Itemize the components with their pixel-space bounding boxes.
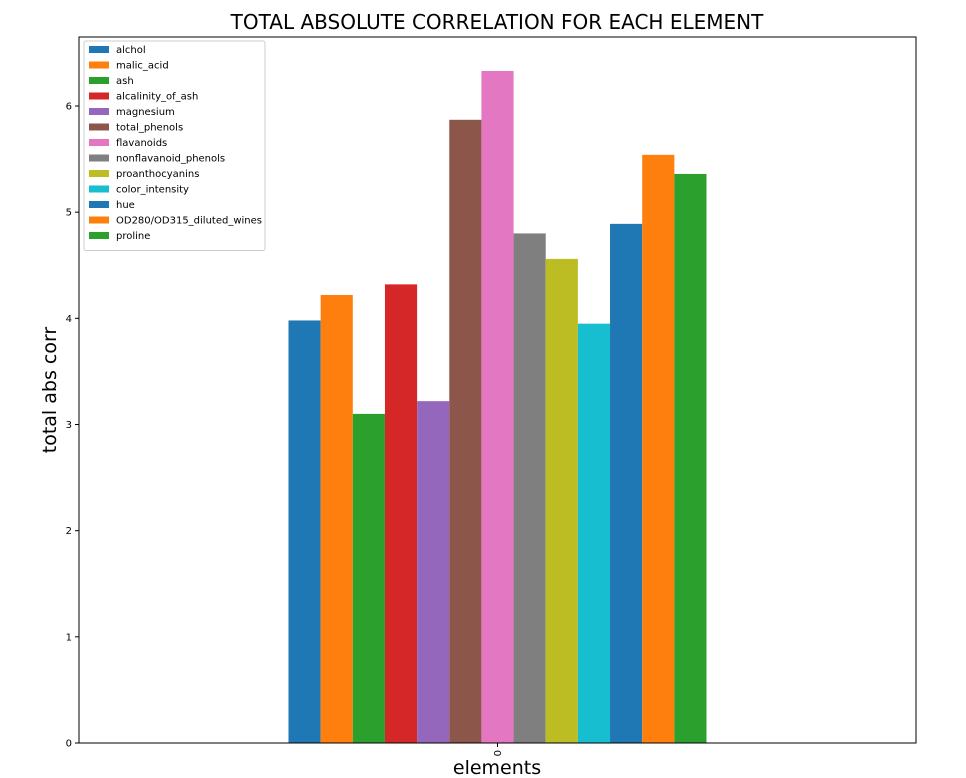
bar-malic-acid <box>320 294 353 743</box>
y-tick-label: 2 <box>66 526 72 537</box>
legend-label: proanthocyanins <box>116 169 199 180</box>
legend-swatch <box>89 61 109 69</box>
legend-label: ash <box>116 76 134 87</box>
legend-label: alcalinity_of_ash <box>116 92 198 103</box>
y-tick-label: 1 <box>66 632 72 643</box>
legend-label: color_intensity <box>116 185 189 196</box>
legend-label: OD280/OD315_diluted_wines <box>116 216 262 227</box>
y-axis-ticks: 0 1 2 3 4 5 6 <box>66 102 79 750</box>
bar-color-intensity <box>577 323 611 743</box>
bar-proline <box>674 173 707 744</box>
legend-swatch <box>89 201 109 208</box>
bar-flavanoids <box>481 70 514 744</box>
y-tick-label: 3 <box>66 420 72 431</box>
y-tick-label: 6 <box>66 102 72 113</box>
y-tick-label: 4 <box>66 314 72 325</box>
x-axis-label: elements <box>453 757 541 778</box>
chart-title: TOTAL ABSOLUTE CORRELATION FOR EACH ELEM… <box>230 10 764 34</box>
bar-proanthocyanins <box>545 258 578 743</box>
legend-label: proline <box>116 231 150 242</box>
legend-label: nonflavanoid_phenols <box>116 154 225 165</box>
legend-swatch <box>89 139 109 146</box>
legend-swatch <box>89 216 109 224</box>
legend-swatch <box>89 170 109 177</box>
legend-box <box>83 40 266 251</box>
legend-swatch <box>89 232 109 239</box>
bars-group <box>288 70 707 744</box>
bar-hue <box>610 223 643 743</box>
bar-ash <box>352 413 385 743</box>
x-tick-label: 0 <box>493 750 504 756</box>
legend-swatch <box>89 46 109 53</box>
legend-swatch <box>89 185 109 193</box>
x-axis-ticks: 0 <box>493 743 504 756</box>
legend-label: alchol <box>116 45 146 56</box>
plot-frame <box>78 36 917 744</box>
legend-swatch <box>89 123 109 131</box>
legend-swatch <box>89 77 109 84</box>
bar-nonflavanoid-phenols <box>513 233 546 744</box>
y-axis-label: total abs corr <box>39 327 61 454</box>
legend-label: hue <box>116 200 135 211</box>
bar-od280-od315-diluted-wines <box>642 154 675 743</box>
legend-label: malic_acid <box>116 61 169 72</box>
legend-swatch <box>89 154 109 162</box>
legend-swatch <box>89 108 109 115</box>
legend-label: total_phenols <box>116 123 183 134</box>
legend-label: magnesium <box>116 107 175 118</box>
legend-label: flavanoids <box>116 138 167 149</box>
bar-alcalinity-of-ash <box>384 284 418 743</box>
legend-swatch <box>89 92 109 100</box>
bar-total-phenols <box>449 119 482 743</box>
bar-magnesium <box>417 401 450 743</box>
bar-alchol <box>288 320 321 743</box>
y-tick-label: 5 <box>66 208 72 219</box>
y-tick-label: 0 <box>66 739 72 750</box>
